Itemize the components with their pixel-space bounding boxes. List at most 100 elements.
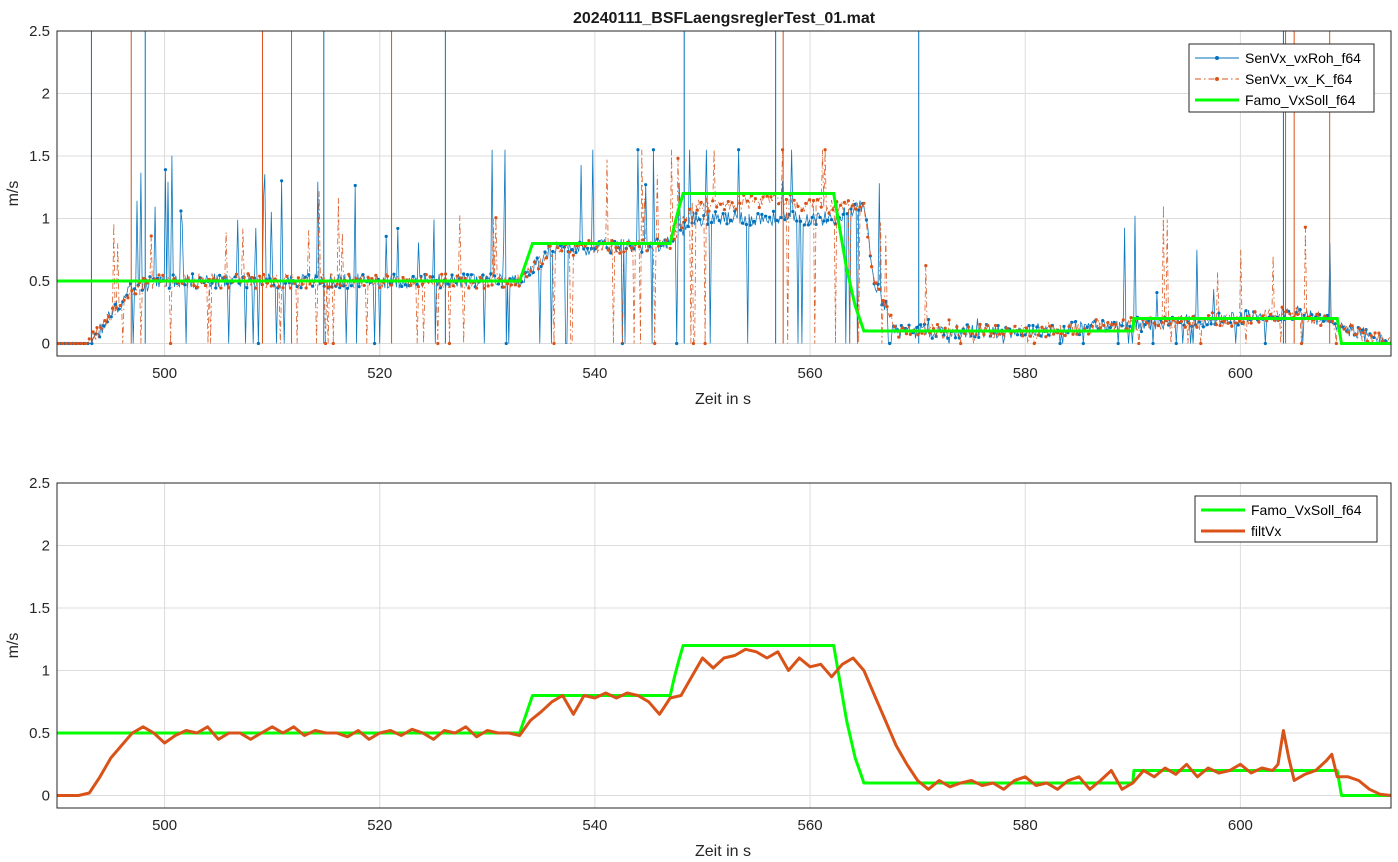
series-marker-SenVx_vx_K_f64: [250, 275, 254, 280]
series-marker-SenVx_vxRoh_f64: [357, 285, 361, 289]
series-marker-SenVx_vx_K_f64: [858, 205, 862, 209]
series-marker-SenVx_vx_K_f64: [544, 256, 548, 260]
series-marker-SenVx_vxRoh_f64: [1321, 319, 1326, 323]
series-marker-SenVx_vxRoh_f64: [1035, 325, 1039, 329]
series-marker-SenVx_vxRoh_f64: [926, 317, 931, 322]
series-marker-SenVx_vxRoh_f64: [574, 250, 578, 255]
series-marker-SenVx_vxRoh_f64: [636, 148, 640, 152]
series-marker-SenVx_vx_K_f64: [885, 304, 889, 309]
series-marker-SenVx_vx_K_f64: [1361, 331, 1366, 335]
series-marker-SenVx_vxRoh_f64: [1023, 333, 1027, 337]
series-marker-SenVx_vx_K_f64: [1098, 326, 1102, 330]
series-marker-SenVx_vxRoh_f64: [280, 179, 284, 183]
series-marker-SenVx_vx_K_f64: [1315, 312, 1319, 316]
series-marker-SenVx_vx_K_f64: [1032, 341, 1036, 346]
series-marker-SenVx_vx_K_f64: [409, 283, 413, 287]
series-marker-SenVx_vx_K_f64: [87, 337, 91, 341]
series-marker-SenVx_vx_K_f64: [1218, 323, 1222, 328]
series-marker-SenVx_vx_K_f64: [808, 198, 812, 202]
series-marker-SenVx_vxRoh_f64: [857, 208, 861, 212]
series-marker-SenVx_vx_K_f64: [1179, 319, 1184, 324]
series-marker-SenVx_vx_K_f64: [718, 202, 723, 206]
series-marker-SenVx_vx_K_f64: [738, 201, 742, 205]
y-tick-label: 0.5: [29, 725, 50, 742]
series-marker-SenVx_vxRoh_f64: [783, 218, 787, 222]
series-marker-SenVx_vxRoh_f64: [1081, 341, 1085, 346]
series-marker-SenVx_vxRoh_f64: [1073, 319, 1078, 324]
series-marker-SenVx_vxRoh_f64: [810, 215, 814, 220]
y-tick-label: 1.5: [29, 148, 50, 165]
series-marker-SenVx_vx_K_f64: [908, 332, 912, 336]
x-tick-label: 560: [798, 817, 823, 834]
series-marker-SenVx_vx_K_f64: [943, 326, 947, 330]
series-marker-SenVx_vxRoh_f64: [818, 215, 822, 219]
series-marker-SenVx_vxRoh_f64: [725, 222, 729, 226]
series-marker-SenVx_vx_K_f64: [494, 216, 498, 220]
series-marker-SenVx_vxRoh_f64: [748, 223, 752, 227]
series-marker-SenVx_vx_K_f64: [587, 239, 591, 243]
series-marker-SenVx_vxRoh_f64: [709, 220, 714, 225]
series-marker-SenVx_vx_K_f64: [900, 326, 905, 330]
series-marker-SenVx_vx_K_f64: [1137, 341, 1141, 346]
series-marker-SenVx_vx_K_f64: [687, 207, 692, 211]
series-marker-SenVx_vx_K_f64: [420, 282, 424, 286]
series-marker-SenVx_vxRoh_f64: [1108, 325, 1113, 330]
series-marker-SenVx_vxRoh_f64: [190, 272, 195, 276]
series-marker-SenVx_vxRoh_f64: [706, 222, 710, 226]
series-marker-SenVx_vx_K_f64: [1249, 321, 1253, 325]
series-marker-SenVx_vxRoh_f64: [438, 286, 443, 290]
series-marker-SenVx_vxRoh_f64: [469, 273, 474, 277]
series-marker-SenVx_vxRoh_f64: [411, 274, 415, 279]
series-marker-SenVx_vx_K_f64: [850, 204, 854, 208]
series-marker-SenVx_vx_K_f64: [699, 200, 703, 204]
series-marker-SenVx_vxRoh_f64: [651, 148, 656, 152]
series-marker-SenVx_vx_K_f64: [219, 286, 223, 290]
series-marker-SenVx_vx_K_f64: [1024, 326, 1029, 330]
series-marker-SenVx_vx_K_f64: [695, 208, 699, 212]
series-marker-SenVx_vx_K_f64: [1299, 341, 1304, 346]
axes-frame: [56, 30, 1392, 357]
series-marker-SenVx_vxRoh_f64: [299, 286, 303, 290]
series-marker-SenVx_vxRoh_f64: [888, 341, 892, 346]
series-marker-SenVx_vx_K_f64: [502, 285, 506, 289]
series-marker-SenVx_vxRoh_f64: [392, 272, 396, 276]
series-marker-SenVx_vxRoh_f64: [930, 336, 934, 340]
series-marker-SenVx_vx_K_f64: [1284, 310, 1288, 314]
legend-marker: [1215, 77, 1219, 81]
series-marker-SenVx_vx_K_f64: [242, 275, 246, 280]
series-marker-SenVx_vx_K_f64: [1067, 325, 1071, 329]
series-marker-SenVx_vx_K_f64: [862, 201, 866, 205]
series-marker-SenVx_vx_K_f64: [707, 209, 711, 213]
series-marker-SenVx_vxRoh_f64: [737, 148, 741, 152]
series-marker-SenVx_vxRoh_f64: [829, 218, 834, 222]
series-marker-SenVx_vx_K_f64: [831, 208, 835, 212]
series-marker-SenVx_vx_K_f64: [1296, 312, 1300, 317]
series-marker-SenVx_vx_K_f64: [730, 201, 734, 205]
series-marker-SenVx_vx_K_f64: [1237, 319, 1242, 323]
series-marker-SenVx_vx_K_f64: [726, 199, 730, 204]
series-marker-SenVx_vx_K_f64: [1059, 332, 1063, 336]
series-marker-SenVx_vxRoh_f64: [744, 222, 748, 227]
series-marker-SenVx_vxRoh_f64: [760, 212, 764, 217]
series-marker-SenVx_vx_K_f64: [91, 330, 95, 334]
series-marker-SenVx_vx_K_f64: [540, 262, 545, 266]
series-marker-SenVx_vxRoh_f64: [140, 288, 144, 292]
x-tick-label: 600: [1228, 365, 1253, 382]
series-marker-SenVx_vx_K_f64: [440, 272, 444, 276]
x-tick-label: 520: [367, 817, 392, 834]
series-marker-SenVx_vx_K_f64: [1234, 321, 1238, 325]
y-tick-label: 2.5: [29, 475, 50, 492]
series-marker-SenVx_vx_K_f64: [796, 204, 800, 208]
series-marker-SenVx_vx_K_f64: [1152, 321, 1156, 325]
series-marker-SenVx_vxRoh_f64: [535, 256, 539, 260]
series-line-SenVx_vx_K_f64: [57, 149, 1391, 344]
x-tick-label: 600: [1228, 817, 1253, 834]
series-marker-SenVx_vx_K_f64: [610, 239, 614, 243]
series-marker-SenVx_vx_K_f64: [362, 283, 366, 288]
series-marker-SenVx_vxRoh_f64: [1155, 290, 1159, 295]
series-marker-SenVx_vx_K_f64: [889, 313, 893, 317]
series-marker-SenVx_vxRoh_f64: [493, 274, 497, 278]
series-marker-SenVx_vxRoh_f64: [214, 286, 218, 290]
series-marker-SenVx_vx_K_f64: [1199, 341, 1203, 346]
series-marker-SenVx_vx_K_f64: [323, 341, 328, 346]
